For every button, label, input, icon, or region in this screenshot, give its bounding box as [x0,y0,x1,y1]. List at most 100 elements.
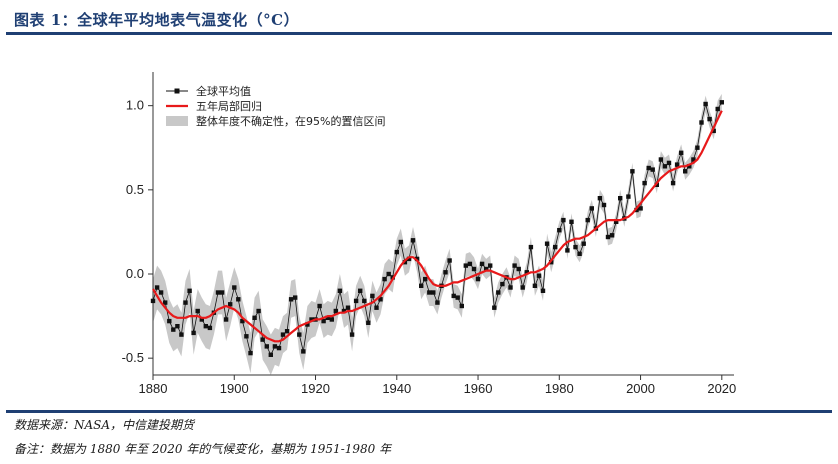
annual-mean-point [370,293,375,299]
annual-mean-point [150,298,156,304]
annual-mean-point [618,196,623,201]
annual-mean-point [374,305,379,310]
x-tick-label: 1960 [464,381,493,396]
annual-mean-point [496,290,501,295]
annual-mean-point [528,244,534,250]
annual-mean-point [175,324,180,329]
annual-mean-point [597,196,603,201]
annual-mean-point [349,332,355,337]
annual-mean-point [207,325,213,331]
annual-series-group [150,100,724,357]
annual-mean-point [711,128,716,134]
legend-band-swatch [166,116,188,126]
annual-mean-point [479,261,485,267]
annual-mean-point [658,157,664,162]
annual-mean-point [419,283,424,288]
source-note: 数据来源：NASA，中信建投期货 [14,418,195,432]
annual-mean-point [626,194,631,199]
annual-mean-point [252,315,257,320]
annual-mean-point [666,160,672,166]
annual-mean-point [406,256,412,262]
annual-mean-point [195,308,200,314]
annual-mean-point [244,334,249,339]
annual-mean-point [670,180,676,186]
annual-mean-point [423,276,428,282]
annual-mean-point [167,318,172,324]
annual-mean-point [256,308,261,314]
annual-mean-point [358,288,363,293]
annual-mean-point [236,297,241,302]
annual-mean-point [508,285,513,290]
annual-mean-point [284,329,290,334]
annual-mean-point [695,145,700,150]
annual-mean-point [614,219,619,224]
annual-mean-point [532,283,538,288]
annual-mean-point [630,169,635,174]
annual-mean-point [467,261,473,267]
annual-mean-point [459,303,464,309]
annual-mean-point [272,344,278,349]
annual-mean-point [435,300,440,305]
annual-mean-point [317,303,322,309]
annual-mean-point [297,332,302,337]
annual-mean-point [394,249,399,255]
annual-mean-point [163,300,168,305]
annual-mean-point [585,217,590,223]
confidence-band-group [153,93,722,376]
annual-mean-point [642,180,647,186]
annual-mean-point [650,167,655,172]
remark-note: 备注：数据为 1880 年至 2020 年的气候变化，基期为 1951-1980… [14,442,392,456]
annual-mean-point [703,101,708,107]
annual-mean-point [699,120,704,125]
annual-mean-point [191,330,196,336]
annual-mean-point [248,350,253,356]
annual-mean-point [488,263,493,268]
x-tick-label: 2020 [707,381,736,396]
annual-mean-point [674,162,680,167]
annual-mean-point [158,290,164,295]
annual-mean-point [366,320,371,325]
smooth-series-group [152,110,723,343]
annual-mean-point [431,290,436,295]
annual-mean-point [293,295,298,300]
annual-mean-point [378,297,383,302]
annual-mean-point [187,288,192,293]
annual-mean-point [223,317,229,322]
annual-mean-point [540,288,546,293]
annual-mean-point [683,169,688,174]
annual-mean-point [516,266,521,272]
annual-mean-point [687,164,692,169]
annual-mean-point [609,233,615,238]
annual-mean-point [691,157,696,162]
annual-mean-point [500,281,505,287]
confidence-band [153,93,722,376]
x-tick-label: 2000 [626,381,655,396]
annual-mean-point [276,345,282,351]
legend-annual-swatch-marker [174,88,180,94]
annual-mean-point [305,322,310,327]
five-year-lowess-line [152,110,723,343]
annual-mean-point [573,244,578,250]
annual-mean-point [601,202,607,208]
x-tick-label: 1880 [139,381,168,396]
annual-mean-point [301,349,306,354]
annual-mean-point [715,106,720,112]
annual-mean-point [171,327,176,332]
x-tick-label: 1900 [220,381,249,396]
annual-mean-point [386,271,391,277]
bottom-divider [6,410,832,413]
annual-mean-point [463,263,468,268]
y-tick-label: 1.0 [126,98,144,113]
figure-title: 图表 1：全球年平均地表气温变化（°C） [14,11,300,29]
annual-mean-point [321,318,326,324]
annual-mean-point [333,308,338,314]
annual-mean-point [679,150,684,155]
annual-mean-point [569,219,574,224]
annual-mean-point [288,297,294,302]
annual-mean-point [662,164,668,169]
annual-mean-point [524,270,529,275]
annual-mean-point [565,248,570,253]
annual-mean-point [447,258,452,263]
annual-mean-point [398,239,403,245]
